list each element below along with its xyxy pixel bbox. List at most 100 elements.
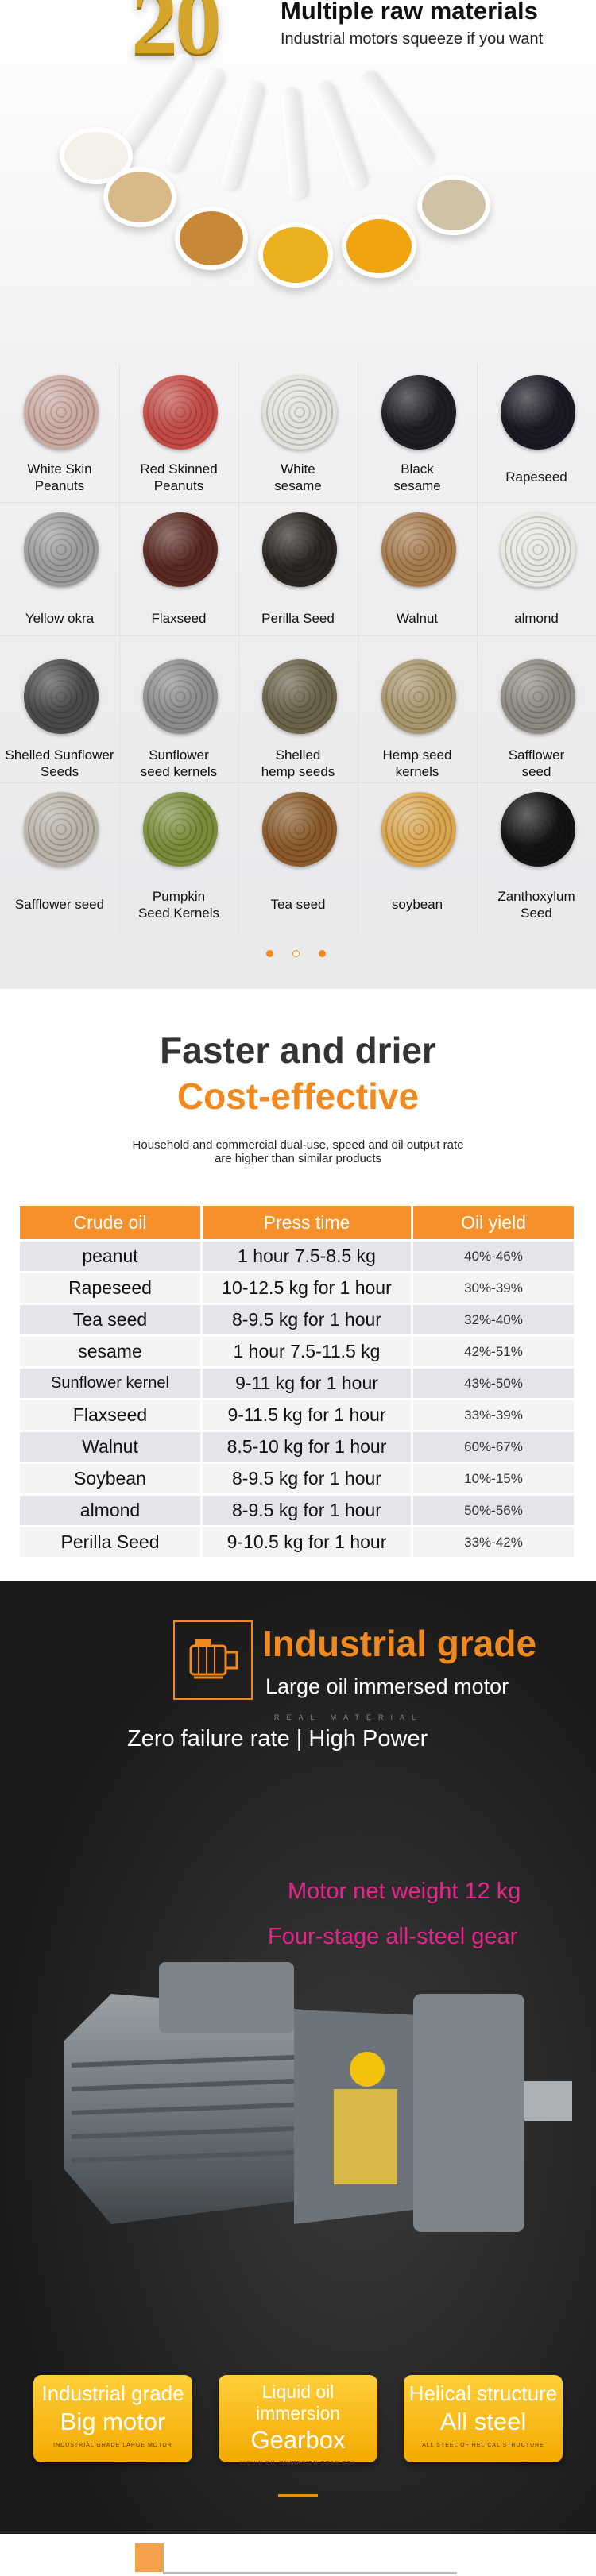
heading-cost: Cost-effective	[176, 1076, 420, 1117]
badge-3-small: ALL STEEL OF HELICAL STRUCTURE	[422, 2443, 544, 2448]
material-image-13	[262, 659, 337, 734]
material-image-10	[501, 512, 575, 587]
hero-subtitle: Industrial motors squeeze if you want	[281, 30, 544, 48]
oil-yield-table: Crude oil Press time Oil yield peanut 1 h…	[17, 1203, 576, 1559]
industrial-grade-title: Industrial grade	[262, 1623, 537, 1664]
table-header-row: Crude oil Press time Oil yield	[20, 1206, 574, 1239]
material-label: Hemp seed kernels	[382, 747, 452, 779]
cell-crude-oil: Rapeseed	[20, 1273, 200, 1303]
accent-divider	[278, 2494, 318, 2497]
material-label: Shelled hemp seeds	[261, 747, 335, 779]
table-row: Tea seed 8-9.5 kg for 1 hour 32%-40%	[20, 1305, 574, 1334]
material-label: almond	[514, 611, 559, 626]
motor-weight-text: Motor net weight 12 kg	[288, 1879, 521, 1904]
carousel-dot-2[interactable]	[292, 950, 300, 957]
badge-2-small: LIQUID OIL IMMERSION GEAR BOX	[239, 2461, 357, 2466]
material-label: Yellow okra	[25, 611, 95, 626]
real-material-text: REAL MATERIAL	[274, 1713, 424, 1721]
carousel-dot-1[interactable]	[266, 950, 273, 957]
col-oil-yield: Oil yield	[413, 1206, 574, 1239]
material-image-6	[24, 512, 99, 587]
cell-press-time: 1 hour 7.5-11.5 kg	[203, 1337, 411, 1366]
material-label: Perilla Seed	[261, 611, 335, 626]
motor-tagline: Zero failure rate | High Power	[127, 1726, 428, 1751]
material-label: Pumpkin Seed Kernels	[137, 889, 220, 921]
cell-press-time: 8-9.5 kg for 1 hour	[203, 1496, 411, 1525]
material-label: Black sesame	[393, 462, 441, 493]
cell-oil-yield: 30%-39%	[413, 1273, 574, 1303]
cell-oil-yield: 40%-46%	[413, 1242, 574, 1271]
material-image-4	[381, 375, 456, 450]
hero-title: Multiple raw materials	[281, 0, 538, 25]
motor-icon	[173, 1620, 253, 1700]
material-label: Tea seed	[270, 897, 326, 912]
badge-1-small: INDUSTRIAL GRADE LARGE MOTOR	[53, 2443, 172, 2448]
badge-1-line2: Big motor	[60, 2408, 166, 2435]
cell-oil-yield: 33%-39%	[413, 1400, 574, 1430]
table-row: almond 8-9.5 kg for 1 hour 50%-56%	[20, 1496, 574, 1525]
comparison-section: Faster and drier Cost-effective Househol…	[0, 989, 596, 1581]
cell-crude-oil: Soybean	[20, 1464, 200, 1493]
material-image-2	[143, 375, 218, 450]
desc-text: Household and commercial dual-use, speed…	[132, 1138, 464, 1165]
material-label: soybean	[391, 897, 443, 912]
table-row: sesame 1 hour 7.5-11.5 kg 42%-51%	[20, 1337, 574, 1366]
material-image-11	[24, 659, 99, 734]
table-row: peanut 1 hour 7.5-8.5 kg 40%-46%	[20, 1242, 574, 1271]
material-image-16	[24, 792, 99, 867]
cell-oil-yield: 10%-15%	[413, 1464, 574, 1493]
cell-press-time: 10-12.5 kg for 1 hour	[203, 1273, 411, 1303]
carousel-dot-3[interactable]	[319, 950, 326, 957]
material-label: Red Skinned Peanuts	[140, 462, 218, 493]
material-image-7	[143, 512, 218, 587]
cell-crude-oil: almond	[20, 1496, 200, 1525]
cell-oil-yield: 50%-56%	[413, 1496, 574, 1525]
table-row: Sunflower kernel 9-11 kg for 1 hour 43%-50…	[20, 1369, 574, 1398]
cell-press-time: 8-9.5 kg for 1 hour	[203, 1464, 411, 1493]
col-crude-oil: Crude oil	[20, 1206, 200, 1239]
material-image-1	[24, 375, 99, 450]
badge-gearbox: Liquid oil immersion Gearbox LIQUID OIL …	[219, 2375, 377, 2466]
material-label: Zanthoxylum Seed	[497, 889, 575, 921]
material-label: Sunflower seed kernels	[140, 747, 218, 779]
material-image-15	[501, 659, 575, 734]
heading-description: Household and commercial dual-use, speed…	[0, 1138, 596, 1165]
material-image-8	[262, 512, 337, 587]
cell-crude-oil: sesame	[20, 1337, 200, 1366]
material-image-5	[501, 375, 575, 450]
material-image-9	[381, 512, 456, 587]
material-label: White sesame	[274, 462, 322, 493]
material-label: Walnut	[396, 611, 439, 626]
cell-crude-oil: Sunflower kernel	[20, 1369, 200, 1398]
badge-3-line1: Helical structure	[408, 2381, 558, 2405]
material-image-14	[381, 659, 456, 734]
cell-crude-oil: Flaxseed	[20, 1400, 200, 1430]
table-row: Walnut 8.5-10 kg for 1 hour 60%-67%	[20, 1432, 574, 1462]
material-image-20	[501, 792, 575, 867]
cell-crude-oil: Perilla Seed	[20, 1527, 200, 1557]
badge-2-line2: Gearbox	[250, 2426, 346, 2454]
cell-crude-oil: Walnut	[20, 1432, 200, 1462]
material-image-12	[143, 659, 218, 734]
motor-section: Industrial grade Large oil immersed moto…	[0, 1581, 596, 2576]
material-label: Shelled Sunflower Seeds	[5, 747, 114, 779]
cell-oil-yield: 43%-50%	[413, 1369, 574, 1398]
cell-press-time: 9-11 kg for 1 hour	[203, 1369, 411, 1398]
cell-press-time: 9-10.5 kg for 1 hour	[203, 1527, 411, 1557]
table-row: Perilla Seed 9-10.5 kg for 1 hour 33%-42%	[20, 1527, 574, 1557]
cell-press-time: 1 hour 7.5-8.5 kg	[203, 1242, 411, 1271]
table-row: Soybean 8-9.5 kg for 1 hour 10%-15%	[20, 1464, 574, 1493]
cell-oil-yield: 33%-42%	[413, 1527, 574, 1557]
material-label: Safflower seed	[14, 897, 105, 912]
badge-all-steel: Helical structure All steel ALL STEEL OF…	[404, 2375, 563, 2462]
material-label: Safflower seed	[508, 747, 565, 779]
material-image-17	[143, 792, 218, 867]
badge-1-line1: Industrial grade	[41, 2381, 184, 2405]
table-row: Flaxseed 9-11.5 kg for 1 hour 33%-39%	[20, 1400, 574, 1430]
material-image-18	[262, 792, 337, 867]
heading-faster: Faster and drier	[160, 1029, 436, 1071]
material-image-19	[381, 792, 456, 867]
table-row: Rapeseed 10-12.5 kg for 1 hour 30%-39%	[20, 1273, 574, 1303]
cell-crude-oil: peanut	[20, 1242, 200, 1271]
gear-text: Four-stage all-steel gear	[268, 1924, 518, 1949]
